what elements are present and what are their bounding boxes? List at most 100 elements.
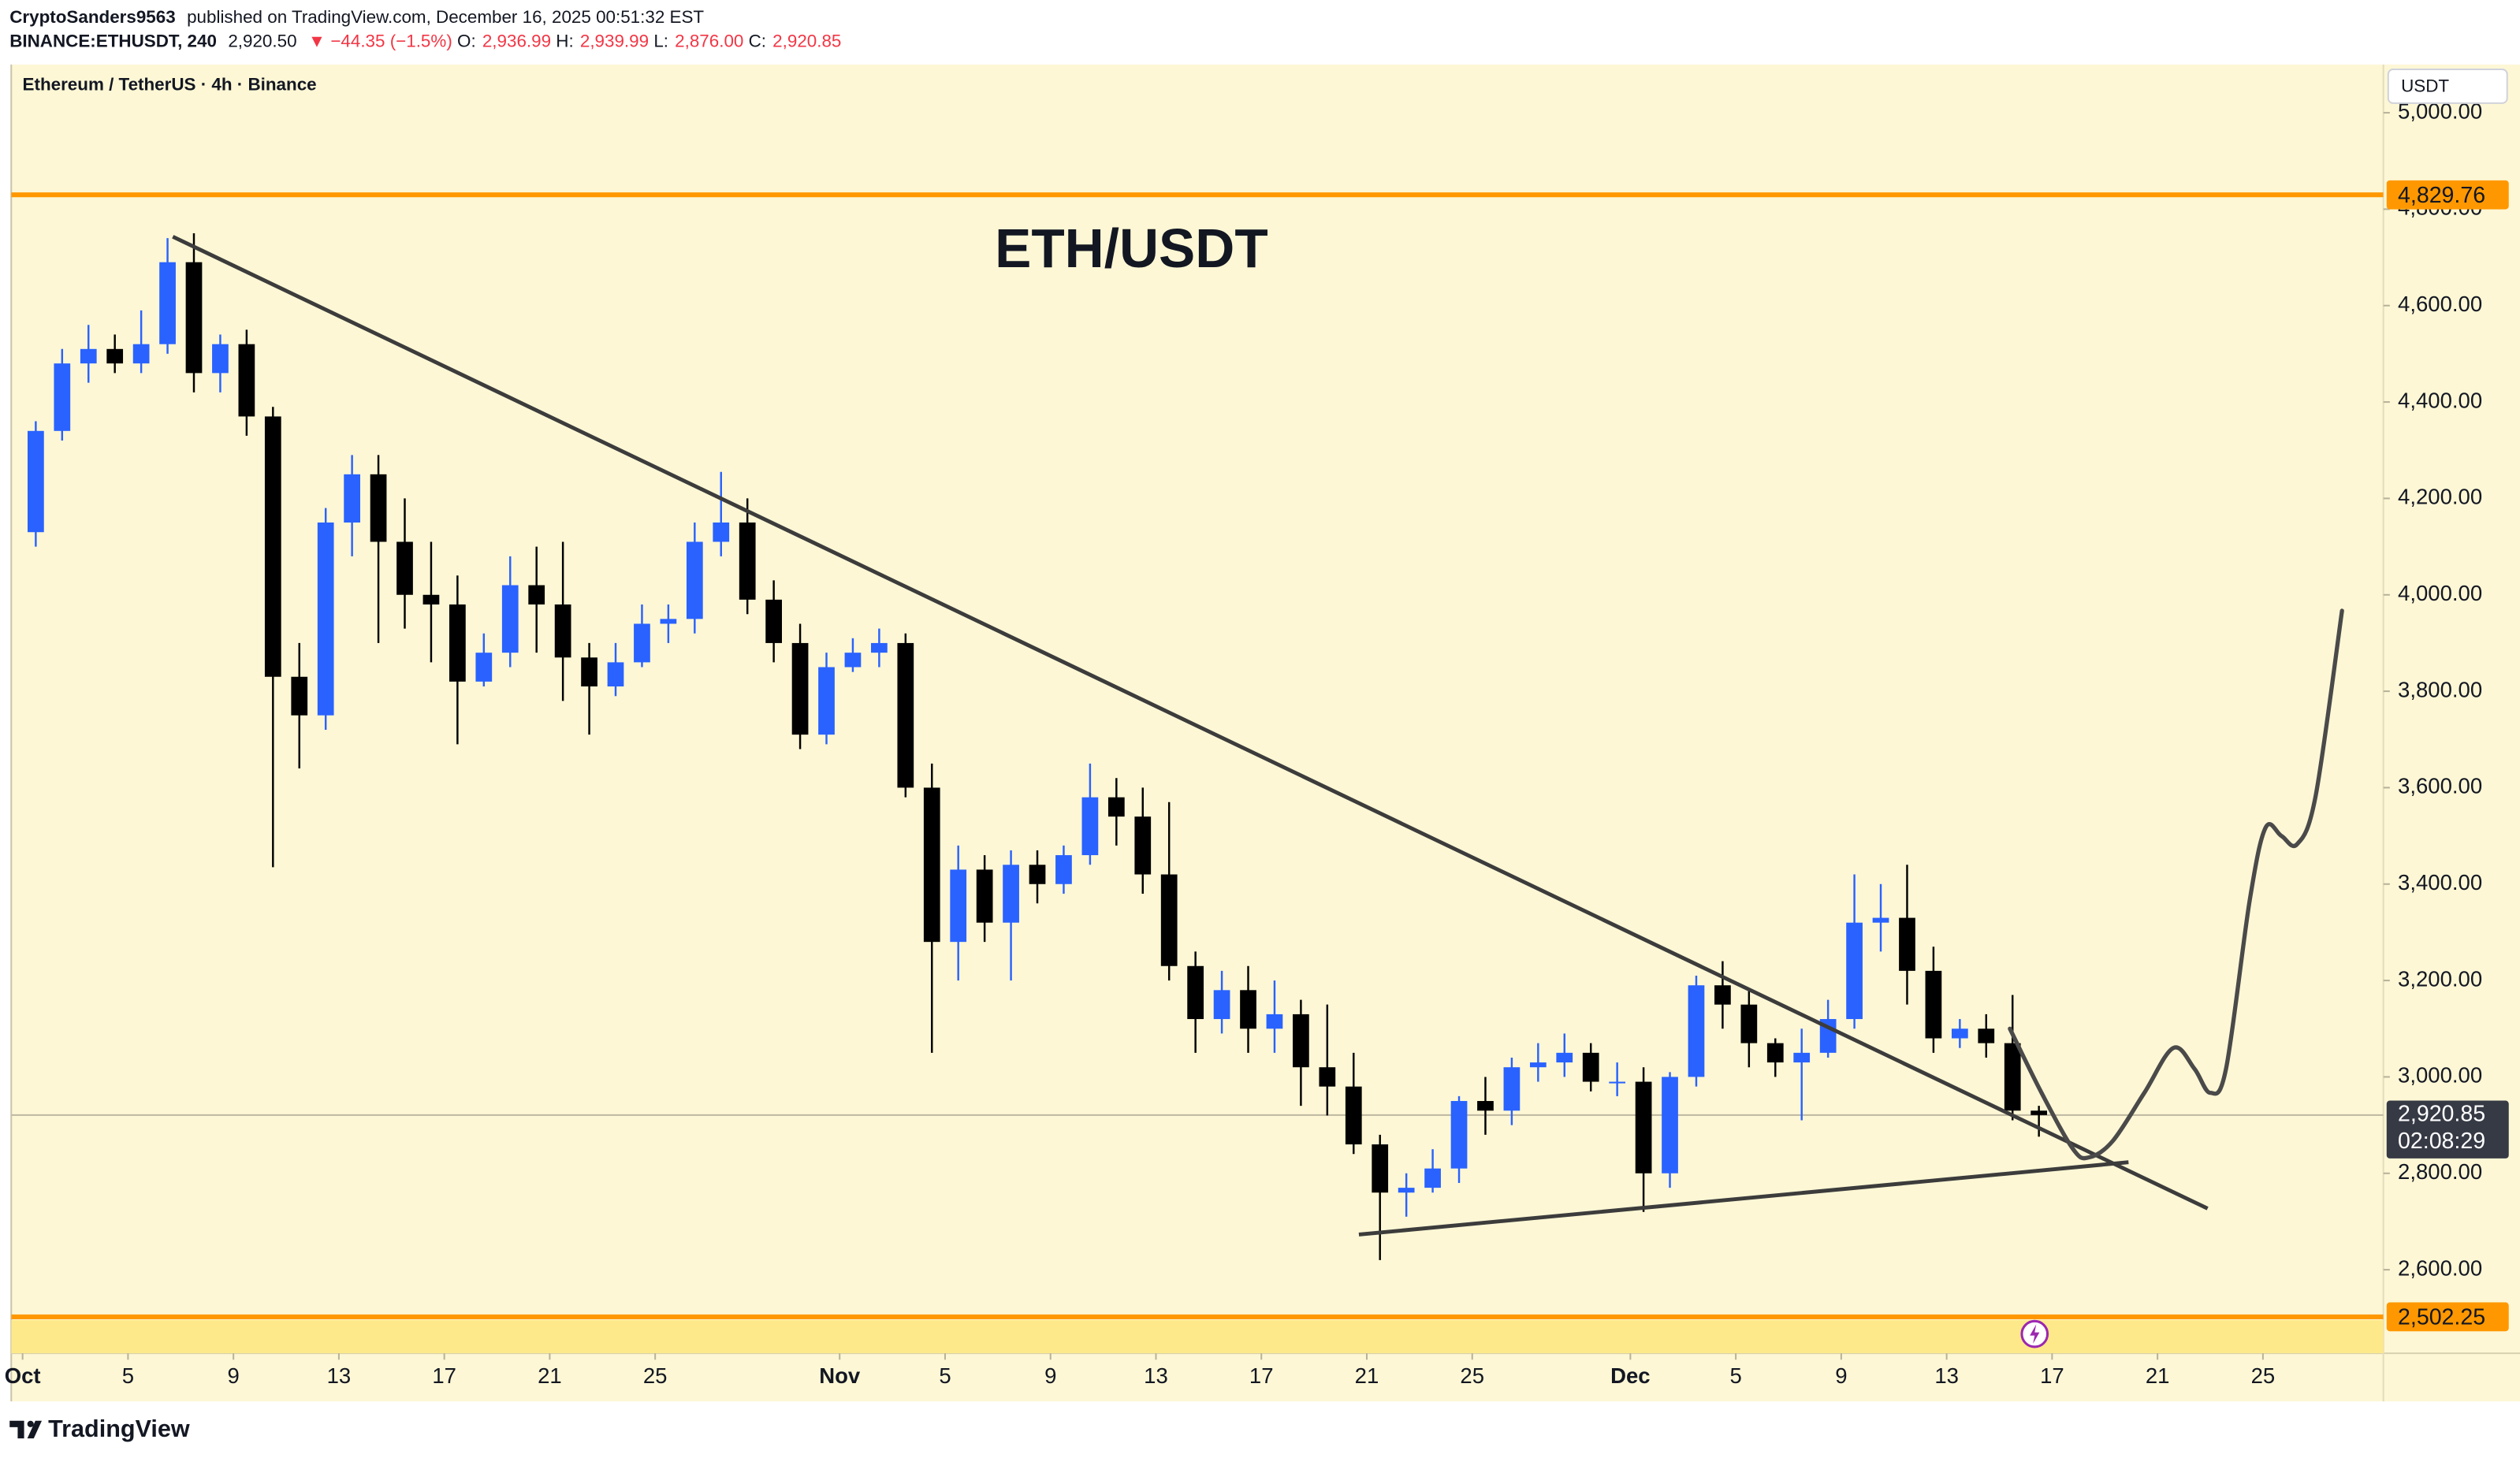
candle-body [1160,874,1178,966]
candle-body [1213,990,1230,1020]
candle-body [106,348,124,364]
candle-body [844,653,862,668]
change: ▼ −44.35 (−1.5%) [308,31,452,50]
l-value: 2,876.00 [675,31,743,50]
candle-body [1055,855,1072,884]
candle-body [291,676,308,716]
candle-body [185,262,203,374]
candle-body [1846,922,1863,1020]
candle-body [660,619,677,624]
currency-label[interactable]: USDT [2401,76,2449,95]
candle-body [765,599,782,643]
candle-body [1187,965,1204,1020]
candle-body [475,653,493,682]
candle-body [1372,1144,1389,1193]
candle-body [1003,865,1019,923]
candle-body [1688,985,1705,1077]
x-tick-label: Dec [1610,1363,1650,1388]
candle-body [1925,970,1942,1039]
candle-body [713,523,730,542]
candle-body [1662,1077,1678,1173]
y-tick-label: 3,800.00 [2398,677,2482,701]
x-tick-label: 5 [939,1363,951,1388]
candle-body [422,594,440,604]
y-tick-label: 4,600.00 [2398,292,2482,316]
candle-body [634,623,650,663]
candle-body [528,585,545,604]
x-tick-label: 9 [1044,1363,1056,1388]
candle-body [1345,1086,1362,1145]
candle-body [1793,1052,1811,1063]
published: published on TradingView.com, December 1… [187,7,704,27]
candle-body [923,787,940,943]
h-label: H: [556,31,573,50]
level-band [11,1319,2384,1354]
candle-body [1582,1052,1599,1082]
x-tick-label: 25 [1460,1363,1484,1388]
x-tick-label: 17 [2040,1363,2064,1388]
chart-background [11,64,2520,1402]
x-tick-label: 17 [432,1363,456,1388]
y-tick-label: 3,600.00 [2398,774,2482,798]
candle-body [317,523,334,716]
y-tick-label: 2,600.00 [2398,1255,2482,1280]
x-tick-label: 17 [1249,1363,1274,1388]
candle-body [1477,1101,1494,1111]
x-tick-label: Nov [819,1363,861,1388]
candle-body [212,344,229,374]
x-tick-label: 21 [538,1363,562,1388]
candle-body [1978,1028,1995,1043]
c-value: 2,920.85 [772,31,841,50]
candle-body [607,662,624,686]
projection-curve [2008,608,2344,1161]
x-tick-label: Oct [5,1363,41,1388]
y-tick-label: 4,000.00 [2398,581,2482,605]
chart-legend: Ethereum / TetherUS · 4h · Binance [23,74,317,94]
candle-body [1609,1081,1626,1084]
o-value: 2,936.99 [482,31,551,50]
footer-brand[interactable]: TradingView [48,1415,190,1442]
candle-body [1398,1188,1415,1193]
author[interactable]: CryptoSanders9563 [9,7,175,27]
o-label: O: [457,31,476,50]
level-label-box [2386,1302,2509,1332]
trendline [1358,1160,2129,1237]
y-tick-label: 3,400.00 [2398,870,2482,895]
candle-body [686,541,703,619]
y-tick-label: 4,200.00 [2398,485,2482,509]
x-tick-label: 25 [2251,1363,2276,1388]
candle-body [2031,1110,2048,1115]
event-icon[interactable] [2020,1319,2049,1348]
candle-body [818,667,835,735]
x-tick-label: 13 [1934,1363,1959,1388]
level-label: 2,502.25 [2398,1304,2485,1330]
plot-area [11,192,2384,1354]
candle-body [159,262,176,344]
candle-body [1503,1067,1521,1111]
last-price-label: 2,920.85 [2398,1101,2485,1126]
candle-body [1872,917,1889,923]
x-tick-label: 5 [122,1363,134,1388]
candle-body [897,642,914,788]
candle-body [264,416,281,677]
candle-body [1529,1062,1547,1068]
header-line-1: CryptoSanders9563 published on TradingVi… [9,7,704,27]
candle-body [1556,1052,1573,1063]
candle-body [54,363,71,431]
currency-box[interactable] [2387,69,2508,104]
candle-body [344,474,360,523]
y-tick-label: 3,200.00 [2398,966,2482,991]
countdown-label: 02:08:29 [2398,1129,2485,1154]
candle-body [370,474,387,542]
candle-body [1293,1014,1309,1068]
x-tick-label: 9 [227,1363,239,1388]
c-label: C: [749,31,766,50]
header-line-2: BINANCE:ETHUSDT, 240 2,920.50 ▼ −44.35 (… [9,31,841,50]
candle-body [791,642,809,735]
last: 2,920.50 [228,31,296,50]
candle-body [950,869,967,943]
candle-body [396,541,413,595]
l-label: L: [653,31,668,50]
candle-body [1081,797,1099,856]
h-value: 2,939.99 [580,31,649,50]
